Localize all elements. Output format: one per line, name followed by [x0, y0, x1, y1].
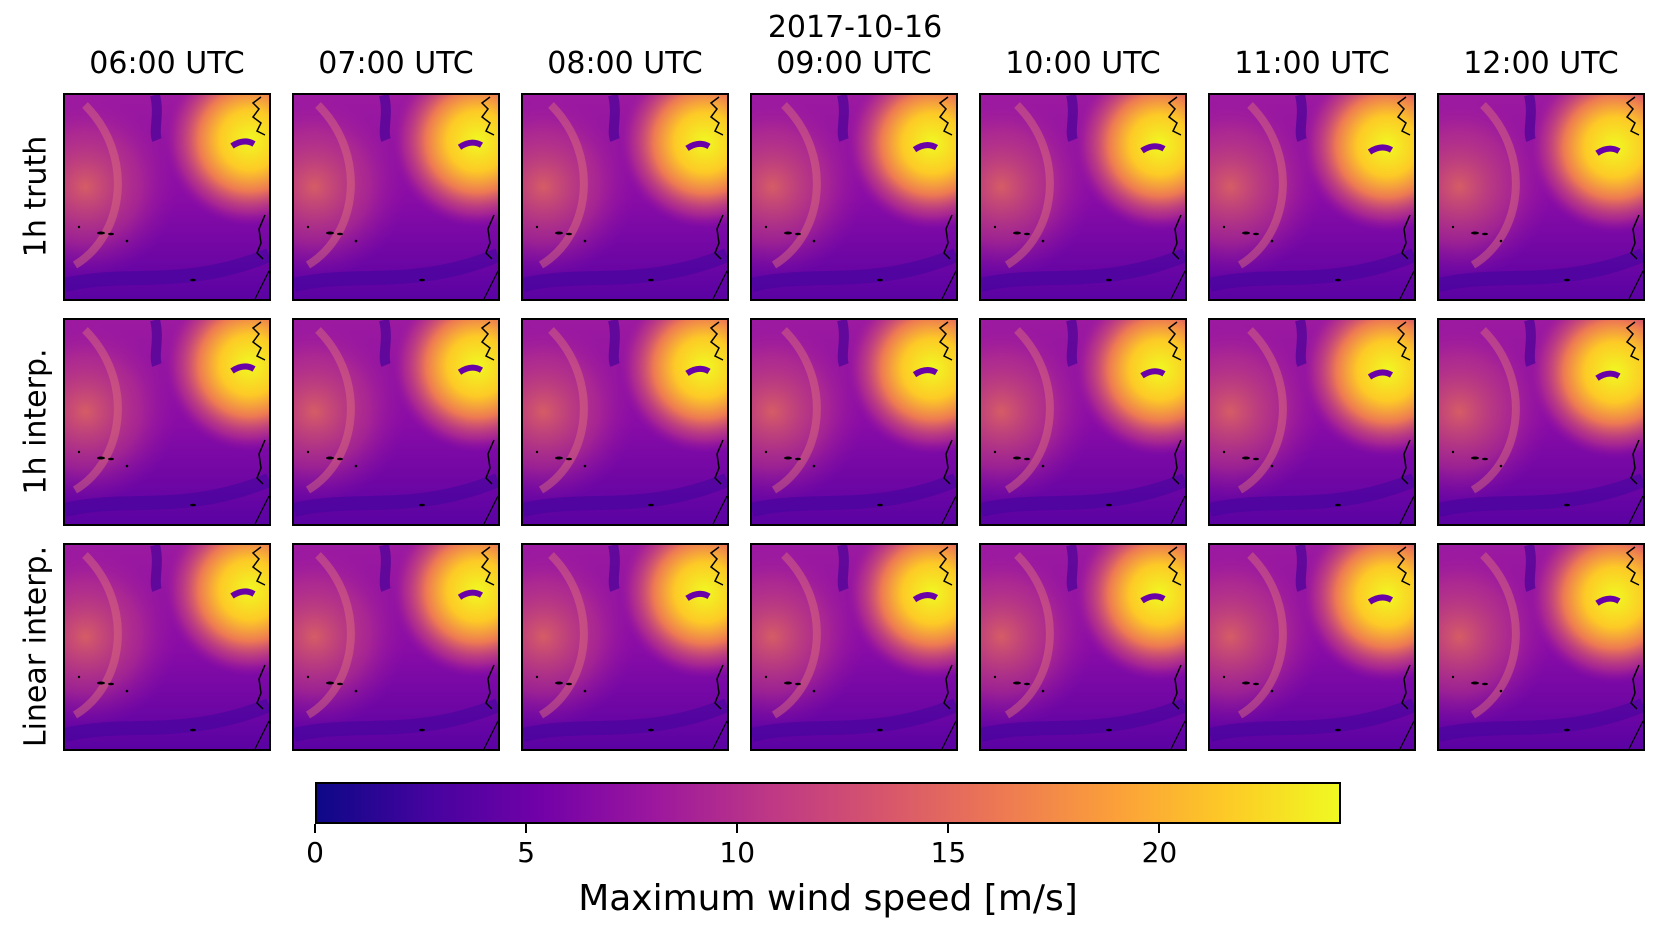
colorbar	[315, 782, 1341, 824]
heatmap-panel	[979, 318, 1187, 526]
heatmap-panel	[750, 93, 958, 301]
heatmap-panel	[1437, 93, 1645, 301]
colorbar-tick	[525, 824, 528, 833]
colorbar-tick	[736, 824, 739, 833]
column-title: 10:00 UTC	[1005, 46, 1161, 81]
heatmap-panel	[63, 543, 271, 751]
heatmap-panel	[292, 318, 500, 526]
heatmap-panel	[979, 543, 1187, 751]
heatmap-panel	[750, 318, 958, 526]
heatmap-panel	[979, 93, 1187, 301]
heatmap-panel	[1208, 318, 1416, 526]
column-title: 09:00 UTC	[776, 46, 932, 81]
row-label: 1h interp.	[18, 348, 54, 495]
row-label: Linear interp.	[18, 545, 54, 748]
column-title: 12:00 UTC	[1463, 46, 1619, 81]
figure-date-title: 2017-10-16	[767, 10, 943, 45]
heatmap-panel	[63, 93, 271, 301]
heatmap-panel	[521, 543, 729, 751]
colorbar-tick-label: 0	[306, 836, 324, 869]
heatmap-panel	[1437, 318, 1645, 526]
colorbar-tick	[947, 824, 950, 833]
column-title: 11:00 UTC	[1234, 46, 1390, 81]
column-title: 08:00 UTC	[547, 46, 703, 81]
heatmap-panel	[292, 543, 500, 751]
colorbar-tick-label: 10	[719, 836, 756, 869]
heatmap-panel	[1208, 543, 1416, 751]
heatmap-panel	[521, 318, 729, 526]
colorbar-tick	[1158, 824, 1161, 833]
heatmap-panel	[63, 318, 271, 526]
heatmap-panel	[1437, 543, 1645, 751]
column-title: 06:00 UTC	[89, 46, 245, 81]
heatmap-panel	[1208, 93, 1416, 301]
column-title: 07:00 UTC	[318, 46, 474, 81]
colorbar-tick-label: 20	[1141, 836, 1178, 869]
colorbar-tick-label: 5	[517, 836, 536, 869]
colorbar-tick	[314, 824, 316, 833]
colorbar-label: Maximum wind speed [m/s]	[578, 878, 1078, 919]
colorbar-tick-label: 15	[930, 836, 967, 869]
heatmap-panel	[750, 543, 958, 751]
row-label: 1h truth	[18, 135, 54, 258]
heatmap-panel	[292, 93, 500, 301]
heatmap-panel	[521, 93, 729, 301]
